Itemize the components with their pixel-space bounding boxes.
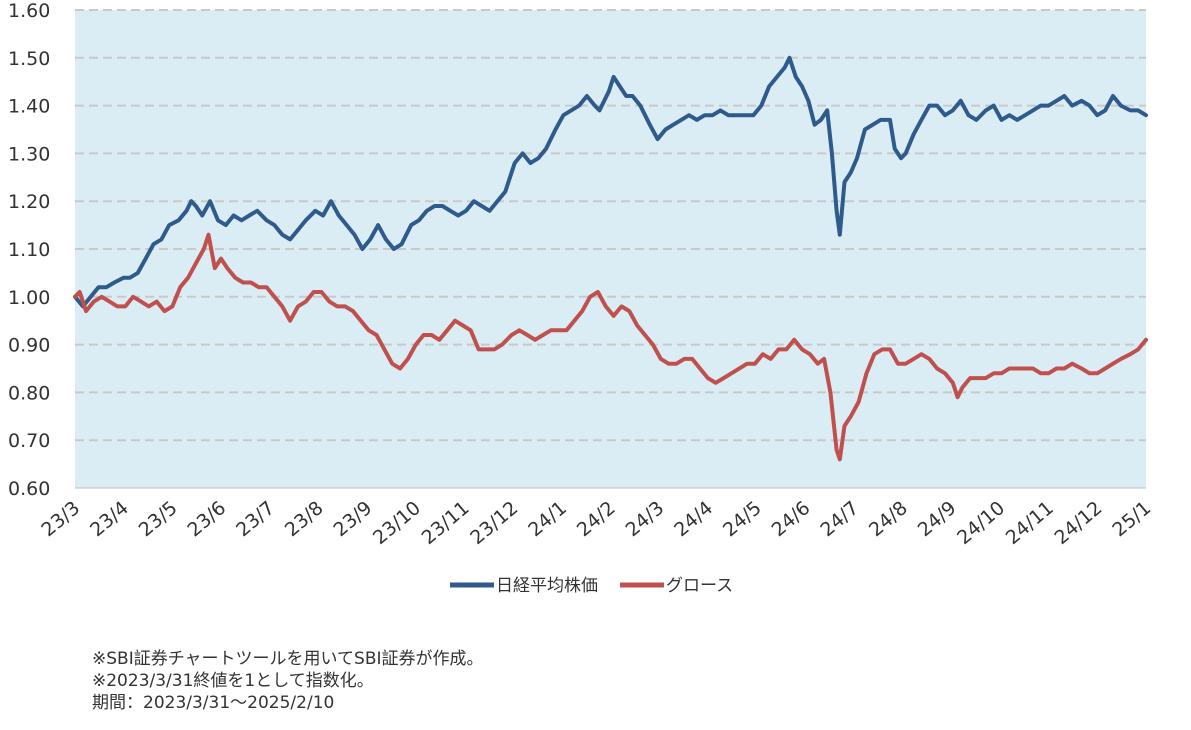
legend-label-1: グロース (666, 576, 733, 596)
y-tick-label: 0.60 (8, 478, 50, 500)
x-tick-label: 23/10 (369, 497, 425, 549)
x-tick-label: 24/12 (1050, 497, 1106, 549)
y-tick-label: 1.40 (8, 96, 50, 118)
x-tick-label: 25/1 (1108, 497, 1155, 541)
x-tick-label: 24/4 (670, 497, 717, 541)
x-tick-label: 24/11 (1002, 497, 1058, 549)
x-tick-label: 24/9 (914, 497, 961, 541)
x-tick-label: 24/5 (719, 497, 766, 541)
x-tick-label: 24/10 (953, 497, 1009, 549)
x-tick-label: 23/4 (86, 497, 133, 541)
x-tick-label: 24/3 (622, 497, 669, 541)
y-tick-label: 1.30 (8, 143, 50, 165)
y-tick-label: 1.00 (8, 287, 50, 309)
footnote-period: 期間：2023/3/31～2025/2/10 (92, 693, 335, 713)
legend-label-0: 日経平均株価 (496, 576, 598, 596)
footnotes: ※SBI証券チャートツールを用いてSBI証券が作成。 ※2023/3/31終値を… (92, 648, 484, 714)
x-tick-label: 23/5 (135, 497, 182, 541)
y-axis-ticks: 0.60 0.70 0.80 0.90 1.00 1.10 1.20 1.30 1.40 1.50… (8, 0, 50, 500)
y-tick-label: 1.60 (8, 0, 50, 22)
x-tick-label: 23/8 (281, 497, 328, 541)
x-tick-label: 23/6 (183, 497, 230, 541)
series-line-1 (73, 232, 1148, 462)
line-chart: 0.60 0.70 0.80 0.90 1.00 1.10 1.20 1.30 1.40 1.50… (8, 0, 1155, 596)
gridlines (75, 9, 1146, 489)
x-tick-label: 23/7 (232, 497, 279, 541)
y-tick-label: 1.10 (8, 239, 50, 261)
footnote-index-basis: ※2023/3/31終値を1として指数化。 (92, 671, 374, 691)
y-tick-label: 0.80 (8, 382, 50, 404)
y-tick-label: 0.90 (8, 335, 50, 357)
x-tick-label: 24/2 (573, 497, 620, 541)
x-tick-label: 24/7 (816, 497, 863, 541)
series-lines (73, 55, 1148, 462)
y-tick-label: 1.50 (8, 48, 50, 70)
legend: 日経平均株価 グロース (450, 576, 733, 596)
x-tick-label: 24/8 (865, 497, 912, 541)
y-tick-label: 1.20 (8, 191, 50, 213)
x-tick-label: 23/9 (329, 497, 376, 541)
x-tick-label: 23/12 (466, 497, 522, 549)
footnote-source: ※SBI証券チャートツールを用いてSBI証券が作成。 (92, 649, 484, 669)
x-tick-label: 23/11 (418, 497, 474, 549)
x-tick-label: 24/6 (768, 497, 815, 541)
series-line-0 (73, 55, 1148, 309)
y-tick-label: 0.70 (8, 430, 50, 452)
x-axis-ticks: 23/3 23/4 23/5 23/6 23/7 23/8 23/923/1023/1123… (37, 497, 1155, 549)
x-tick-label: 23/3 (37, 497, 84, 541)
x-tick-label: 24/1 (524, 497, 571, 541)
